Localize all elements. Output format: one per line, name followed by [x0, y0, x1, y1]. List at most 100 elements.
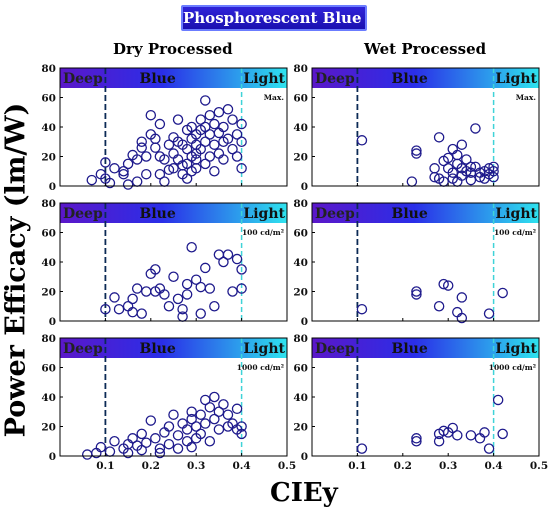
data-point — [231, 129, 243, 140]
data-point — [447, 422, 458, 434]
data-point — [109, 435, 120, 447]
data-point — [177, 303, 188, 315]
data-point — [231, 403, 243, 415]
data-point — [186, 241, 197, 253]
data-point — [209, 165, 220, 177]
band-label-blue: Blue — [391, 71, 427, 87]
data-point — [122, 179, 134, 190]
data-point — [181, 158, 193, 170]
data-point — [222, 133, 234, 145]
data-point — [236, 118, 247, 130]
data-point — [429, 163, 440, 174]
data-point — [159, 154, 170, 165]
data-point — [461, 154, 472, 165]
y-tick-label: 40 — [293, 392, 308, 404]
data-point — [154, 168, 166, 180]
data-point — [145, 109, 157, 121]
data-point — [118, 168, 129, 180]
y-tick-label: 0 — [301, 316, 308, 328]
data-point — [145, 415, 157, 426]
data-point — [172, 154, 184, 165]
data-point — [236, 421, 247, 432]
y-tick-label: 20 — [293, 422, 308, 434]
y-tick-label: 60 — [41, 363, 56, 375]
data-point — [154, 443, 166, 454]
data-point — [218, 256, 229, 268]
data-point — [195, 308, 206, 319]
data-point — [163, 139, 175, 150]
data-point — [150, 142, 161, 153]
y-tick-label: 40 — [41, 392, 56, 404]
data-point — [172, 430, 184, 441]
panel-2-1: Deep Blue Light 1000 cd/m² 0 20 40 60 80 0.1 0.2 0.… — [293, 333, 548, 472]
data-point — [411, 433, 422, 444]
data-point — [231, 151, 243, 162]
y-tick-label: 0 — [49, 181, 56, 193]
data-point — [186, 413, 197, 425]
band-label-deep: Deep — [63, 71, 103, 87]
y-tick-label: 20 — [41, 287, 56, 299]
band-label-deep: Deep — [315, 341, 355, 357]
data-point — [136, 136, 147, 147]
data-point — [411, 286, 422, 297]
data-point — [209, 139, 220, 150]
x-axis-label: CIEy — [270, 478, 338, 508]
data-point — [456, 312, 468, 324]
data-point — [181, 424, 193, 435]
y-tick-label: 0 — [49, 316, 56, 328]
condition-label: 1000 cd/m² — [489, 363, 536, 372]
data-point — [429, 171, 440, 183]
condition-label: 100 cd/m² — [242, 228, 284, 237]
column-title-wet: Wet Processed — [364, 40, 487, 58]
data-point — [86, 174, 98, 186]
data-point — [456, 292, 468, 303]
data-point — [411, 145, 422, 156]
data-point — [159, 427, 170, 438]
data-point — [172, 293, 184, 305]
data-point — [100, 157, 111, 168]
data-point — [433, 435, 445, 447]
data-point — [141, 286, 152, 297]
x-tick-label: 0.1 — [348, 460, 366, 472]
data-point — [200, 262, 211, 274]
data-point — [141, 168, 152, 180]
data-point — [356, 443, 368, 454]
data-point — [442, 280, 454, 291]
data-point — [452, 306, 463, 318]
data-point — [452, 430, 463, 441]
data-point — [479, 427, 490, 438]
data-point — [195, 114, 206, 125]
data-point — [204, 109, 216, 121]
x-tick-label: 0.4 — [484, 460, 502, 472]
data-point — [356, 135, 368, 146]
condition-label: 1000 cd/m² — [237, 363, 284, 372]
band-label-deep: Deep — [315, 206, 355, 222]
data-point — [218, 399, 229, 410]
data-point — [172, 443, 184, 454]
y-tick-label: 60 — [293, 363, 308, 375]
data-point — [209, 300, 220, 312]
y-tick-label: 40 — [293, 257, 308, 269]
band-label-blue: Blue — [139, 71, 175, 87]
data-point — [131, 176, 143, 187]
data-point — [200, 158, 211, 170]
data-point — [447, 167, 458, 178]
y-tick-label: 80 — [293, 333, 308, 345]
data-point — [168, 409, 179, 420]
y-tick-label: 60 — [41, 93, 56, 105]
data-point — [465, 174, 477, 186]
data-point — [204, 151, 216, 162]
data-point — [168, 148, 179, 159]
data-point — [488, 171, 499, 183]
band-gradient — [60, 68, 287, 88]
data-point — [474, 433, 486, 444]
x-tick-label: 0.5 — [278, 460, 296, 472]
x-tick-label: 0.2 — [394, 460, 412, 472]
data-point — [456, 139, 468, 150]
data-point — [213, 424, 225, 435]
data-point — [150, 264, 161, 275]
band-gradient — [312, 338, 539, 358]
y-tick-label: 60 — [293, 93, 308, 105]
